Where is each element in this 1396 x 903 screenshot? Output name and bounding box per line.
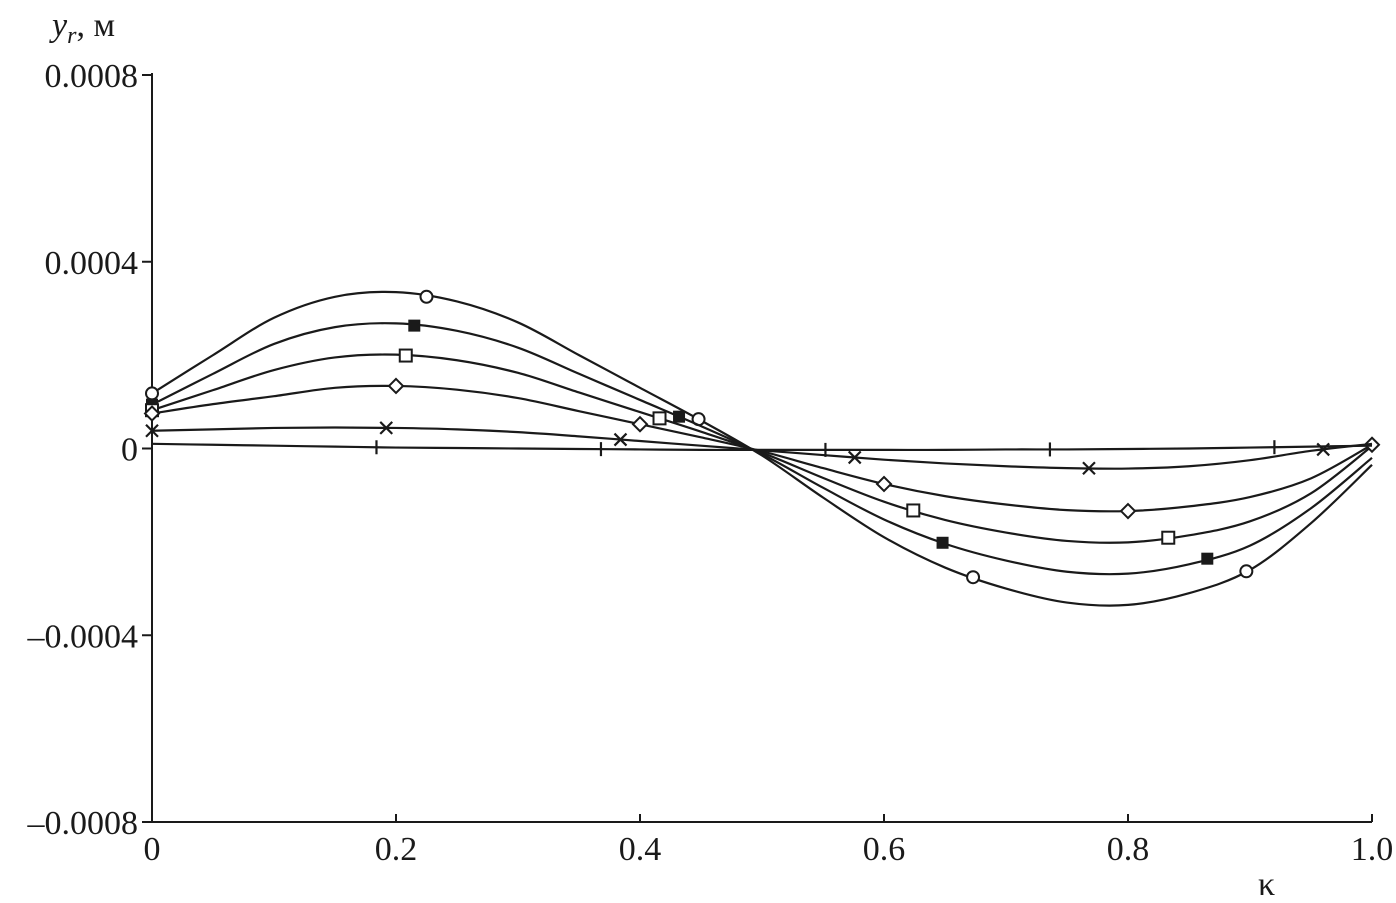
circle-marker — [966, 570, 981, 585]
series-plus — [151, 440, 1373, 457]
cross-marker — [379, 421, 394, 435]
y-tick-label: 0 — [121, 432, 138, 469]
cross-marker — [613, 432, 628, 447]
open-square-marker — [652, 411, 667, 426]
filled-square-marker — [936, 536, 949, 549]
x-tick-label: 0.8 — [1107, 831, 1150, 868]
y-axis-label-unit: , м — [76, 7, 115, 44]
y-axis-label: yr, м — [49, 7, 115, 49]
open-square-marker — [398, 348, 413, 363]
diamond-marker — [875, 475, 893, 493]
y-tick-label: –0.0008 — [27, 805, 139, 842]
axes — [142, 73, 1373, 823]
x-tick-label: 0.6 — [863, 831, 906, 868]
y-tick-label: 0.0004 — [45, 245, 139, 282]
circle-marker — [145, 386, 159, 401]
filled-square-marker — [673, 410, 686, 423]
series-line — [151, 442, 1373, 452]
diamond-marker — [387, 377, 405, 395]
cross-marker — [847, 450, 862, 465]
y-tick-label: 0.0008 — [45, 58, 139, 95]
x-tick-label: 0.2 — [375, 831, 418, 868]
x-tick-label: 0.4 — [619, 831, 662, 868]
y-tick-label: –0.0004 — [27, 618, 139, 655]
filled-square-marker — [1201, 552, 1214, 565]
diamond-marker — [631, 415, 649, 433]
series-line — [151, 322, 1373, 576]
series-group — [143, 289, 1381, 607]
x-tick-label: 0 — [144, 831, 161, 868]
cross-marker — [145, 423, 159, 438]
open-square-marker — [906, 503, 921, 518]
open-square-marker — [1161, 530, 1176, 545]
cross-marker — [1082, 461, 1096, 476]
y-axis-label-sub: r — [67, 23, 77, 49]
diamond-marker — [1119, 502, 1137, 520]
filled-square-marker — [408, 319, 421, 332]
x-tick-label: 1.0 — [1351, 831, 1394, 868]
series-line — [151, 290, 1373, 607]
circle-marker — [1239, 564, 1254, 579]
x-axis-label: κ — [1258, 866, 1275, 903]
diamond-marker — [143, 405, 161, 422]
circle-marker — [419, 289, 434, 304]
y-axis-label-var: y — [49, 7, 68, 44]
